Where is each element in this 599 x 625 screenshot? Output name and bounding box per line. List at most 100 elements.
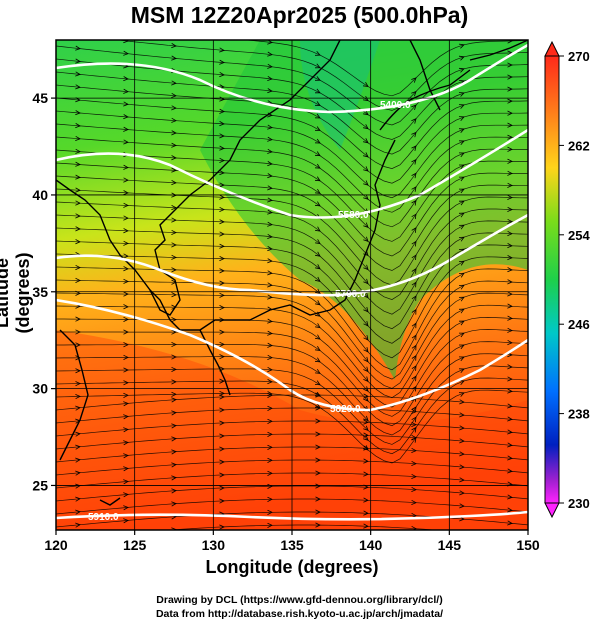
streamline-arrow <box>507 376 513 382</box>
streamline-arrow <box>363 292 369 299</box>
streamline-arrow <box>219 71 225 78</box>
streamline-arrow <box>171 142 177 148</box>
streamline-arrow <box>411 118 417 124</box>
streamline-arrow <box>219 219 225 225</box>
streamline-arrow <box>219 268 225 274</box>
streamline-arrow <box>314 188 321 194</box>
streamline-arrow <box>363 471 369 477</box>
streamline-arrow <box>315 457 321 463</box>
streamline-arrow <box>171 436 177 442</box>
streamline-arrow <box>411 240 417 247</box>
streamline-arrow <box>363 180 369 186</box>
streamline-arrow <box>507 134 513 140</box>
streamline-arrow <box>75 368 81 374</box>
streamline-arrow <box>75 522 81 528</box>
contour-5580 <box>56 128 528 219</box>
streamline-arrow <box>267 197 273 203</box>
streamline-arrow <box>123 354 129 360</box>
streamline-arrow <box>363 347 369 353</box>
colorbar-label-262: 262 <box>568 138 590 153</box>
streamline-arrow <box>219 341 225 347</box>
streamline-arrow <box>267 522 273 528</box>
streamline-arrow <box>123 26 128 30</box>
streamline-arrow <box>363 445 369 451</box>
streamline-arrow <box>363 222 369 228</box>
streamline-arrow <box>171 366 177 372</box>
contour-label-5910: 5910.0 <box>88 512 119 523</box>
streamline-arrow <box>314 163 321 169</box>
y-tick-label-30: 30 <box>32 381 48 397</box>
streamline-arrow <box>267 148 273 154</box>
contour-label-5400: 5400.0 <box>380 100 411 111</box>
streamline-arrow <box>171 423 177 429</box>
streamline-arrow <box>363 236 369 243</box>
streamline-arrow <box>315 470 321 476</box>
streamline-arrow <box>315 239 321 245</box>
streamline-arrow <box>219 280 225 286</box>
streamline-arrow <box>507 364 513 370</box>
streamline-arrow <box>315 483 321 489</box>
streamline-arrow <box>507 520 513 526</box>
streamline-arrow <box>219 446 225 452</box>
streamline-arrow <box>459 412 465 418</box>
streamline-arrow <box>267 185 273 191</box>
streamline-arrow <box>315 496 321 502</box>
streamline-arrow <box>363 124 369 130</box>
streamline-arrow <box>363 278 369 285</box>
streamline-arrow <box>411 375 417 382</box>
streamline-arrow <box>459 477 465 483</box>
streamline-arrow <box>75 405 81 411</box>
streamline-arrow <box>459 451 465 457</box>
colorbar-top-arrow <box>544 40 560 57</box>
streamline-arrow <box>314 380 321 386</box>
streamline-arrow <box>219 485 225 491</box>
streamline-arrow <box>267 270 273 276</box>
streamline-arrow <box>363 376 369 383</box>
colorbar: 270 262 254 246 238 230 <box>544 40 590 519</box>
streamline-arrow <box>411 199 417 206</box>
streamline-arrow <box>123 50 129 56</box>
streamline-arrow <box>314 76 321 81</box>
streamline-arrow <box>219 305 225 311</box>
streamline-arrow <box>267 161 273 167</box>
streamline-arrow <box>123 266 129 272</box>
streamline-arrow <box>75 509 81 515</box>
streamline-arrow <box>507 62 513 68</box>
streamline-arrow <box>267 173 273 179</box>
streamline-arrow <box>363 432 369 438</box>
streamline-arrow <box>363 458 369 464</box>
streamline-arrow <box>459 438 465 444</box>
streamline-arrow <box>507 218 513 224</box>
streamline-arrow <box>458 296 465 302</box>
x-tick-label-120: 120 <box>44 537 68 553</box>
streamline-arrow <box>314 63 321 69</box>
streamline-arrow <box>507 534 512 538</box>
streamline-arrow <box>267 330 273 336</box>
streamline-arrow <box>507 267 513 273</box>
streamline-arrow <box>507 279 513 285</box>
streamline-arrow <box>123 228 129 234</box>
streamline-arrow <box>75 264 81 271</box>
streamline-arrow <box>123 440 129 446</box>
streamline-arrow <box>507 230 513 237</box>
streamline-arrow <box>411 104 417 111</box>
streamline-arrow <box>75 148 81 154</box>
streamline-arrow <box>411 447 417 453</box>
streamline-arrow <box>507 315 513 321</box>
streamline-arrow <box>458 380 465 385</box>
streamline-arrow <box>219 108 225 114</box>
streamline-arrow <box>363 356 369 363</box>
streamline-arrow <box>458 356 465 362</box>
streamline-arrow <box>75 20 80 24</box>
streamline-arrow <box>507 122 513 128</box>
contour-5400 <box>56 43 528 114</box>
streamline-arrow <box>267 392 273 398</box>
streamline-arrow <box>171 242 177 248</box>
streamline-arrow <box>171 31 176 35</box>
streamline-arrow <box>171 267 177 273</box>
contour-labels: 5400.0 5580.0 5700.0 5820.0 5910.0 <box>88 100 411 523</box>
streamline-arrow <box>363 497 369 503</box>
streamline-arrow <box>315 226 321 232</box>
streamline-arrow <box>123 453 129 459</box>
y-tick-label-40: 40 <box>32 187 48 203</box>
